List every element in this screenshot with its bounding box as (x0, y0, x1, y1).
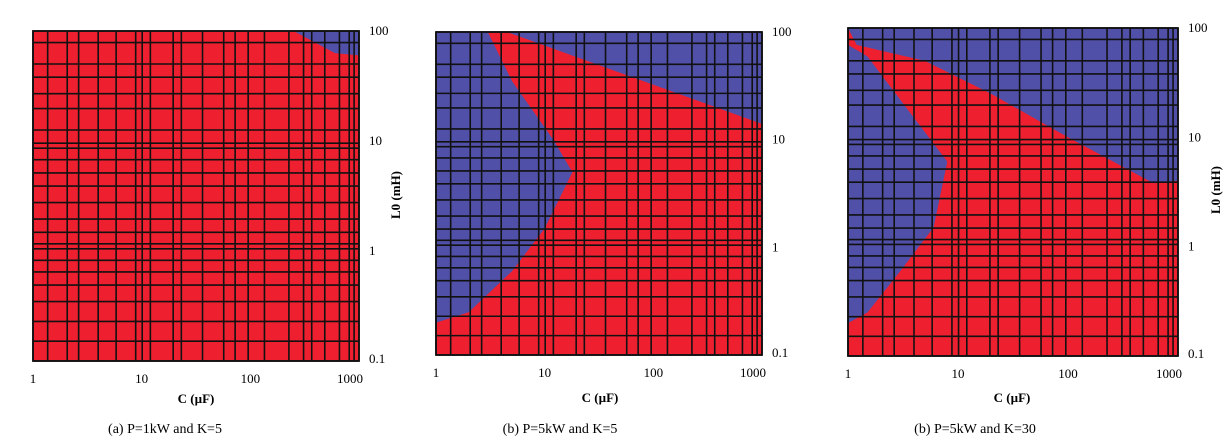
x-tick-label: 10 (538, 365, 551, 380)
chart-panel-b: 100 10 1 0.1 1 10 100 1000 C (µF) (b) P=… (433, 24, 792, 437)
x-tick-label: 100 (241, 371, 261, 386)
y-tick-label: 10 (369, 133, 382, 148)
x-tick-label: 100 (644, 365, 664, 380)
x-tick-label: 10 (952, 366, 965, 381)
y-tick-label: 10 (1188, 129, 1201, 144)
y-tick-label: 1 (1188, 239, 1195, 254)
panel-caption: (b) P=5kW and K=5 (503, 422, 618, 437)
plot-area (847, 27, 1179, 357)
y-tick-label: 100 (369, 23, 389, 38)
y-tick-label: 0.1 (772, 345, 788, 360)
x-tick-label: 1000 (740, 365, 766, 380)
x-tick-label: 1000 (337, 371, 363, 386)
x-tick-label: 1 (30, 371, 37, 386)
panel-caption: (b) P=5kW and K=30 (914, 422, 1036, 437)
chart-panel-a: 100 10 1 0.1 1 10 100 1000 C (µF) L0 (mH… (30, 23, 403, 437)
plot-frame (32, 30, 360, 362)
y-tick-label: 0.1 (369, 351, 385, 366)
region-blue-left (848, 28, 948, 324)
y-axis-label: L0 (mH) (1208, 166, 1223, 214)
y-tick-label: 100 (1188, 20, 1208, 35)
x-tick-label: 1000 (1156, 366, 1182, 381)
y-axis-label: L0 (mH) (388, 171, 403, 219)
plot-frame (435, 31, 763, 356)
x-axis-label: C (µF) (582, 390, 619, 405)
plot-area (435, 31, 763, 356)
x-tick-label: 1 (433, 365, 440, 380)
chart-panel-c: 100 10 1 0.1 1 10 100 1000 C (µF) L0 (mH… (845, 20, 1223, 437)
y-tick-label: 1 (369, 243, 376, 258)
y-tick-label: 0.1 (1188, 346, 1204, 361)
y-tick-label: 1 (772, 239, 779, 254)
y-tick-label: 100 (772, 24, 792, 39)
x-tick-label: 1 (845, 366, 852, 381)
x-axis-label: C (µF) (178, 391, 215, 406)
x-tick-label: 100 (1058, 366, 1078, 381)
panel-caption: (a) P=1kW and K=5 (108, 422, 222, 437)
region-red (33, 31, 359, 361)
y-tick-label: 10 (772, 132, 785, 147)
plot-frame (847, 27, 1179, 357)
x-axis-label: C (µF) (994, 390, 1031, 405)
plot-area (32, 30, 360, 362)
x-tick-label: 10 (135, 371, 148, 386)
grid (847, 27, 1179, 357)
